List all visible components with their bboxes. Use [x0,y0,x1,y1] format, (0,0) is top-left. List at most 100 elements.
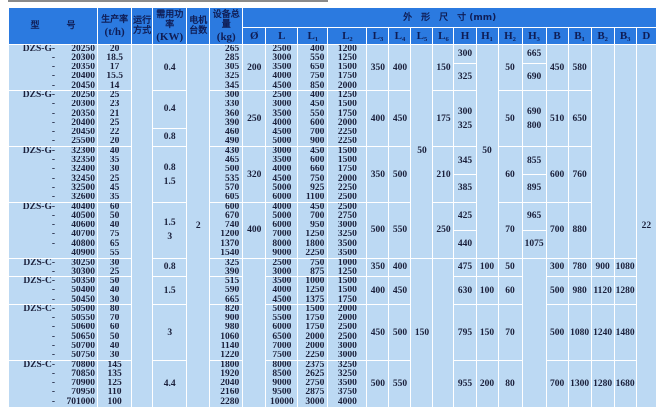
dim-L2-cell: 1500 [327,146,367,156]
power-cell: 0.8 1.5 [152,146,187,203]
table-row: - 50550 70 900 5500 1750 2000 [8,313,656,323]
dim-L1-cell: 700 [297,127,328,137]
capacity-cell: 40 [97,220,132,230]
model-cell: - 20450 [8,127,98,137]
model-number: 20350 [71,109,95,119]
table-row: - 40800 65 1370 8000 1800 3500 [8,239,656,249]
model-cell: - 20400 [8,118,98,128]
model-prefix: - [51,109,55,119]
capacity-cell: 125 [97,378,132,388]
dim-L-cell: 4000 [265,202,298,212]
dim-L-cell: 3000 [265,146,298,156]
model-number: 20450 [71,81,95,91]
weight-cell: 980 [209,322,243,333]
model-prefix: - [51,295,55,305]
model-cell: 40900 [8,248,98,258]
dim-H-cell: 300 325 [453,90,476,147]
capacity-cell: 30 [97,350,132,361]
dim-L-cell: 3000 [265,267,298,277]
dim-L5-cell: 50 [410,44,433,258]
dim-H1-cell: 200 [475,360,498,407]
capacity-cell: 75 [97,229,132,240]
table-row: DZS-C- 70800 145 4.4 1800 8000 2375 3250 500 550 9… [8,360,656,407]
cell-value: 1.5 [163,176,176,187]
dim-L2-cell: 3000 [327,220,367,230]
capacity-cell: 55 [97,248,132,258]
model-cell: - 70850 [8,369,98,379]
capacity-cell: 50 [97,332,132,342]
cell-value: 325 [457,120,473,131]
cell-value: 300 [457,106,473,117]
model-cell: - 50550 [8,313,98,323]
dim-B-cell: 450 [545,44,568,91]
header-dim-col: L₁ [297,27,328,44]
header-mode: 运行方式 [131,7,153,44]
dim-L3-cell: 400 [366,276,389,305]
dim-L2-cell: 1500 [327,276,367,286]
table-row: - 40500 50 670 5000 700 2750 [8,211,656,221]
dim-B1-cell: 650 [567,90,591,147]
dim-L-cell: 2500 [265,257,298,268]
weight-cell: 2280 [209,397,243,407]
header-dim-col: B₃ [613,27,636,44]
dim-H-cell: 425 [453,202,476,230]
weight-cell: 900 [209,313,243,323]
model-prefix: DZS-G- [22,202,55,212]
dim-L2-cell: 1250 [327,90,367,100]
model-cell: - 32600 [8,192,98,203]
dim-H-cell: 955 [453,360,476,407]
dim-H3-cell [521,257,546,407]
weight-cell: 740 [209,220,243,230]
diameter-cell: 200 [242,44,266,91]
dim-H2-cell: 50 [497,44,522,91]
dim-L2-cell: 2000 [327,313,367,323]
model-cell: - 70900 [8,378,98,388]
dim-L2-cell: 2250 [327,127,367,137]
weight-cell: 605 [209,192,243,203]
dim-L4-cell: 450 [388,90,411,147]
capacity-cell: 17 [97,62,132,72]
dim-L-cell: 4500 [265,127,298,137]
dim-L1-cell: 450 [297,146,328,156]
dim-L1-cell: 925 [297,183,328,193]
dim-L1-cell: 750 [297,71,328,82]
cell-value: 690 [526,106,542,117]
weight-cell: 390 [209,267,243,277]
dim-H3-cell: 690 800 [521,90,546,147]
dim-L-cell: 5500 [265,313,298,323]
model-number: 20400 [71,71,95,82]
model-cell: DZS-G- 40400 [8,202,98,212]
weight-cell: 330 [209,99,243,110]
dim-L1-cell: 2000 [297,332,328,342]
dim-L1-cell: 875 [297,267,328,277]
capacity-cell: 110 [97,387,132,398]
dim-L1-cell: 450 [297,202,328,212]
header-power: 需用功率 (KW) [152,7,187,44]
model-cell: - 701000 [8,397,98,407]
capacity-cell: 30 [97,257,132,268]
table-row: - 20350 21 360 3500 550 1750 [8,109,656,119]
dim-L3-cell: 450 [366,304,389,361]
dim-L1-cell: 900 [297,136,328,147]
dim-B1-cell: 780 [567,257,591,277]
weight-cell: 300 [209,90,243,100]
dim-L2-cell: 2250 [327,136,367,147]
power-cell: 1.5 3 [152,202,187,258]
header-dim-col: H₂ [497,27,522,44]
dim-B3-cell: 1080 [613,257,636,277]
weight-cell: 665 [209,295,243,305]
dim-L2-cell: 1500 [327,99,367,110]
dim-L-cell: 7000 [265,341,298,351]
dim-L6-cell: 250 [432,202,454,258]
table-row: - 20400 15.5 325 4000 750 1750 [8,71,656,82]
weight-cell: 285 [209,53,243,63]
model-number: 20250 [71,44,95,54]
dim-B1-cell: 580 [567,44,591,91]
dim-L-cell: 7000 [265,229,298,240]
model-number: 50350 [71,276,95,286]
dim-L2-cell: 1200 [327,44,367,54]
dim-L1-cell: 2000 [297,341,328,351]
table-row: - 70900 125 2040 9000 2750 3500 [8,378,656,388]
weight-cell: 670 [209,211,243,221]
model-prefix: - [51,341,55,351]
